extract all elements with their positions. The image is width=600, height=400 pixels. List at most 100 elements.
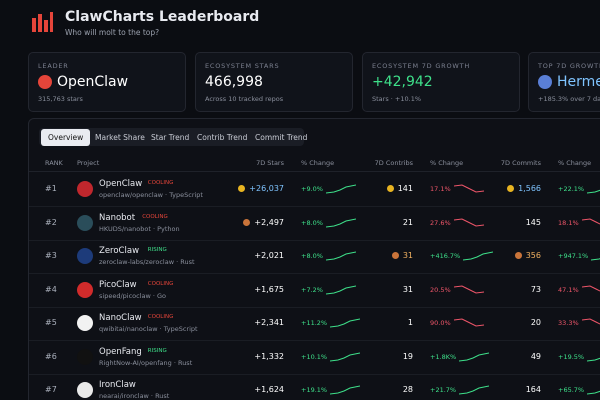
row[interactable] (29, 274, 600, 308)
sparkline (326, 184, 356, 194)
status-badge: RISING (147, 247, 167, 253)
percent-change: 20.5% (430, 285, 451, 294)
medal (387, 185, 394, 192)
status-badge: COOLING (147, 280, 174, 287)
subtitle: Who will molt to the top? (65, 28, 160, 37)
column-header: % Change (558, 159, 592, 167)
logo (32, 12, 53, 32)
percent-change: +19.5% (558, 352, 585, 361)
sparkline (459, 352, 489, 361)
sparkline (330, 385, 360, 395)
row[interactable] (29, 173, 600, 207)
tab[interactable]: Market Share (95, 133, 145, 142)
percent-change: +65.7% (558, 386, 585, 394)
tab[interactable]: Commit Trend (255, 133, 308, 142)
contribs-value: 1 (407, 318, 413, 327)
column-header: 7D Stars (256, 159, 284, 167)
project-logo (77, 315, 93, 331)
stars-value: +26,037 (249, 184, 284, 193)
contribs-value: 141 (397, 184, 413, 193)
status-badge: COOLING (147, 180, 174, 186)
rank: #1 (45, 184, 57, 193)
commits-value: 164 (525, 385, 541, 394)
percent-change: +947.1% (558, 252, 589, 260)
card-value: OpenClaw (57, 74, 129, 90)
project-name: PicoClaw (99, 279, 137, 290)
card-label: LEADER (38, 62, 69, 70)
sparkline (463, 251, 493, 261)
rank: #5 (45, 318, 57, 327)
commits-value: 49 (530, 351, 541, 361)
tab[interactable]: Overview (41, 129, 91, 146)
sparkline (587, 390, 600, 395)
project-logo (77, 281, 93, 298)
project-name: Nanobot (99, 212, 136, 223)
project-name: IronClaw (99, 380, 136, 390)
percent-change: +416.7% (430, 252, 461, 260)
sparkline (454, 217, 484, 227)
title: ClawCharts Leaderboard (65, 9, 260, 25)
commits-value: 73 (530, 284, 541, 294)
table-panel: Overview Market Share Star Trend Contrib Tr… (28, 118, 600, 400)
repo: qwibitai/nanoclaw · TypeScript (99, 325, 198, 333)
contribs-value: 21 (402, 217, 413, 227)
card-sub: +185.3% over 7 days (538, 95, 600, 103)
percent-change: 33.3% (558, 319, 579, 327)
percent-change: +10.1% (301, 352, 328, 361)
repo: nearai/ironclaw · Rust (99, 392, 170, 400)
commits-value: 20 (530, 318, 541, 327)
status-badge: COOLING (147, 314, 174, 320)
percent-change: +11.2% (301, 319, 328, 327)
contribs-value: 28 (402, 385, 413, 394)
percent-change: 47.1% (558, 285, 579, 294)
status-badge: COOLING (142, 213, 168, 220)
column-header: RANK (45, 159, 63, 167)
medal (515, 252, 522, 259)
rank: #4 (45, 284, 57, 294)
percent-change: +22.1% (558, 185, 585, 193)
status-badge: RISING (147, 347, 167, 354)
sparkline (330, 352, 360, 361)
project-logo (77, 348, 93, 365)
card-label: ECOSYSTEM STARS (205, 62, 280, 70)
tab[interactable]: Star Trend (151, 133, 190, 142)
stars-value: +2,021 (254, 251, 284, 260)
medal (243, 218, 250, 226)
percent-change: +9.0% (301, 185, 323, 193)
row[interactable] (29, 240, 600, 274)
card-value: Hermes A (557, 74, 600, 90)
card-sub: 315,763 stars (38, 95, 83, 103)
header-divider (29, 171, 600, 172)
project-logo (77, 382, 93, 398)
percent-change: +21.7% (430, 386, 457, 394)
medal (238, 185, 245, 192)
repo: HKUDS/nanobot · Python (99, 224, 180, 233)
stat-card: LEADER OpenClaw 315,763 stars (28, 52, 186, 112)
row[interactable] (29, 307, 600, 341)
percent-change: +1.8K% (430, 352, 457, 361)
percent-change: +19.1% (301, 386, 328, 394)
row[interactable] (29, 341, 600, 375)
repo: RightNow-AI/openfang · Rust (99, 358, 193, 367)
tab[interactable]: Contrib Trend (197, 133, 248, 142)
medal (392, 252, 399, 259)
sparkline (582, 284, 600, 292)
tab-bar (39, 128, 304, 146)
sparkline (582, 318, 600, 325)
stars-value: +1,332 (254, 351, 284, 361)
sparkline (587, 357, 600, 361)
repo: sipeed/picoclaw · Go (99, 291, 167, 300)
sparkline (591, 258, 600, 261)
percent-change: +8.0% (301, 252, 323, 260)
contribs-value: 31 (402, 251, 413, 260)
card-sub: Stars · +10.1% (372, 95, 422, 103)
sparkline (459, 385, 489, 395)
card-sub: Across 10 tracked repos (205, 95, 284, 103)
row[interactable] (29, 207, 600, 241)
card-value: +42,942 (372, 74, 433, 90)
contribs-value: 31 (402, 284, 413, 294)
percent-change: 18.1% (558, 218, 579, 227)
column-header: % Change (301, 159, 335, 167)
sparkline (326, 251, 356, 261)
